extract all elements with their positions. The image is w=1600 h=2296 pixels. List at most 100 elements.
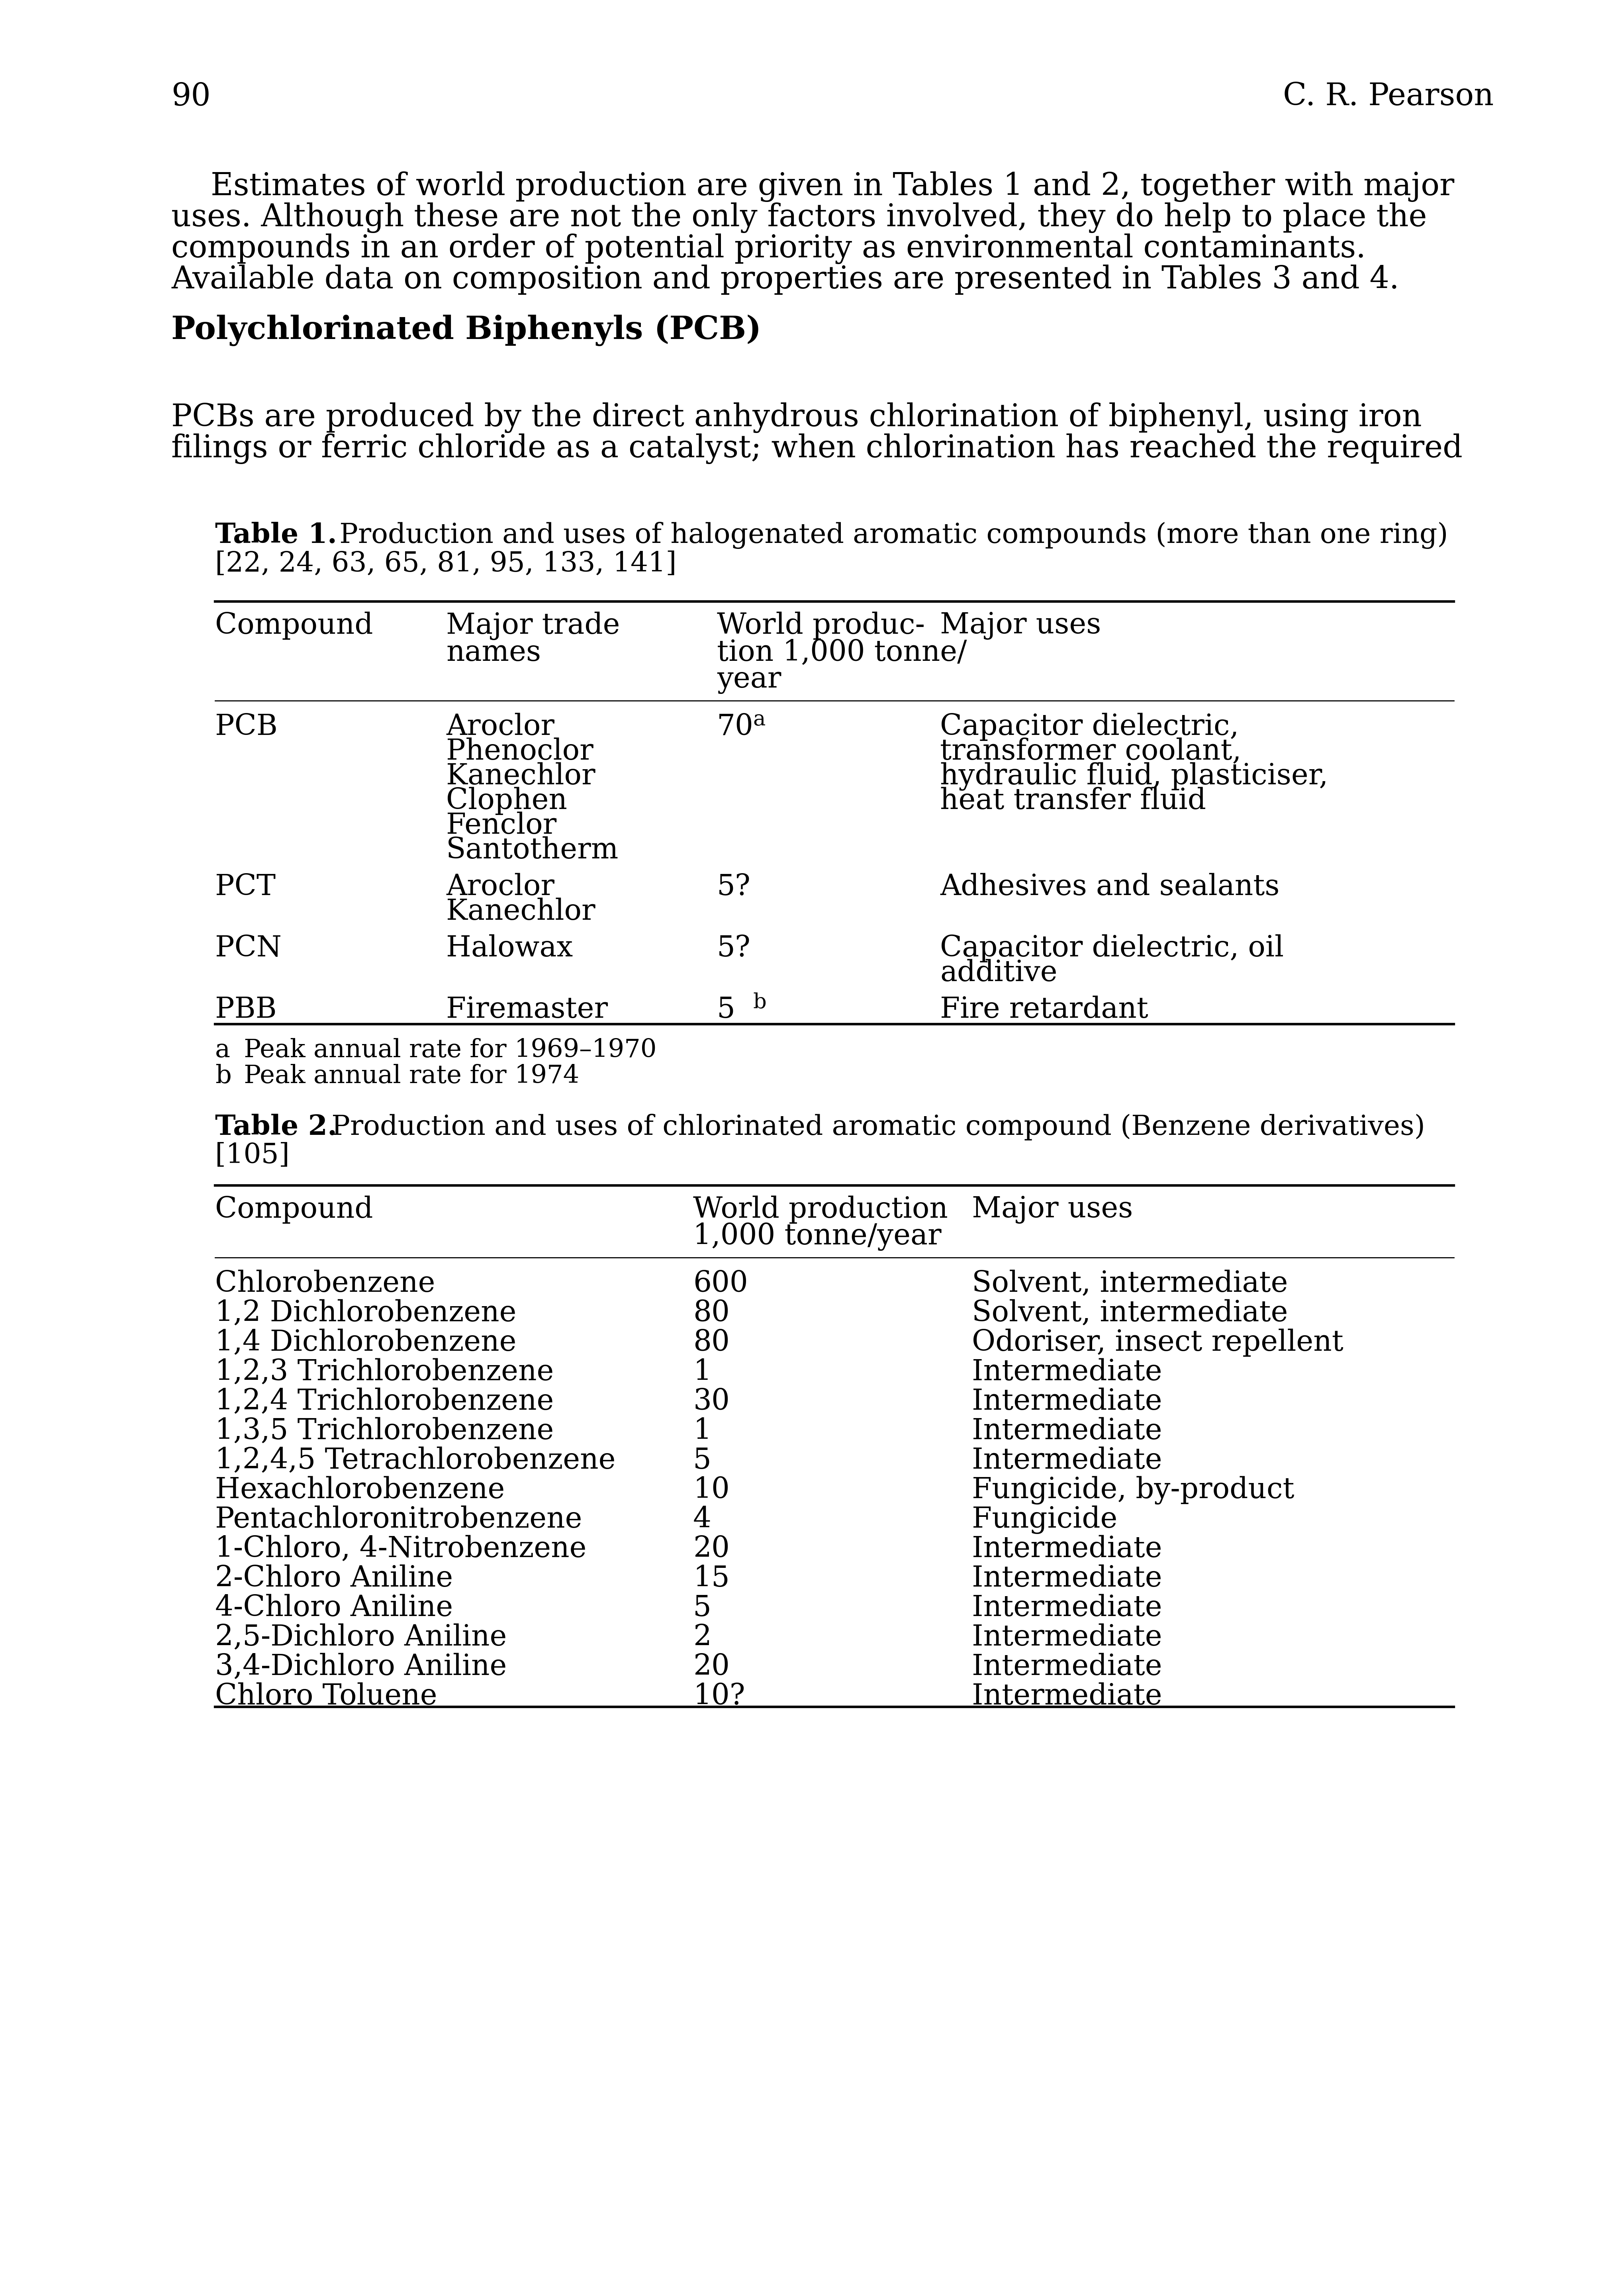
Text: 4-Chloro Aniline: 4-Chloro Aniline (214, 1593, 453, 1621)
Text: Chlorobenzene: Chlorobenzene (214, 1270, 435, 1297)
Text: 70: 70 (717, 712, 754, 742)
Text: Intermediate: Intermediate (971, 1534, 1162, 1564)
Text: Kanechlor: Kanechlor (446, 898, 595, 925)
Text: a: a (754, 709, 765, 730)
Text: Available data on composition and properties are presented in Tables 3 and 4.: Available data on composition and proper… (171, 264, 1398, 294)
Text: 1: 1 (693, 1357, 712, 1387)
Text: Aroclor: Aroclor (446, 872, 555, 900)
Text: Intermediate: Intermediate (971, 1683, 1162, 1711)
Text: Peak annual rate for 1974: Peak annual rate for 1974 (235, 1063, 579, 1088)
Text: Aroclor: Aroclor (446, 712, 555, 742)
Text: Intermediate: Intermediate (971, 1446, 1162, 1474)
Text: 20: 20 (693, 1653, 730, 1681)
Text: Estimates of world production are given in Tables 1 and 2, together with major: Estimates of world production are given … (171, 172, 1454, 202)
Text: uses. Although these are not the only factors involved, they do help to place th: uses. Although these are not the only fa… (171, 202, 1427, 232)
Text: PCN: PCN (214, 934, 282, 962)
Text: Odoriser, insect repellent: Odoriser, insect repellent (971, 1329, 1344, 1357)
Text: 4: 4 (693, 1506, 712, 1534)
Text: Fenclor: Fenclor (446, 810, 557, 840)
Text: 2: 2 (693, 1623, 712, 1651)
Text: compounds in an order of potential priority as environmental contaminants.: compounds in an order of potential prior… (171, 234, 1366, 264)
Text: Halowax: Halowax (446, 934, 573, 962)
Text: 1: 1 (693, 1417, 712, 1444)
Text: Table 2.: Table 2. (214, 1114, 338, 1141)
Text: PCB: PCB (214, 712, 277, 742)
Text: tion 1,000 tonne/: tion 1,000 tonne/ (717, 638, 966, 666)
Text: 5: 5 (693, 1446, 712, 1474)
Text: Pentachloronitrobenzene: Pentachloronitrobenzene (214, 1506, 582, 1534)
Text: filings or ferric chloride as a catalyst; when chlorination has reached the requ: filings or ferric chloride as a catalyst… (171, 434, 1462, 464)
Text: Major uses: Major uses (941, 611, 1101, 641)
Text: Chloro Toluene: Chloro Toluene (214, 1683, 437, 1711)
Text: year: year (717, 666, 781, 693)
Text: 30: 30 (693, 1387, 730, 1417)
Text: 1,2,3 Trichlorobenzene: 1,2,3 Trichlorobenzene (214, 1357, 554, 1387)
Text: Fungicide: Fungicide (971, 1506, 1117, 1534)
Text: Compound: Compound (214, 611, 373, 641)
Text: Table 1.: Table 1. (214, 521, 338, 549)
Text: Compound: Compound (214, 1196, 373, 1224)
Text: 3,4-Dichloro Aniline: 3,4-Dichloro Aniline (214, 1653, 507, 1681)
Text: Capacitor dielectric, oil: Capacitor dielectric, oil (941, 934, 1283, 962)
Text: World produc-: World produc- (717, 611, 925, 641)
Text: Hexachlorobenzene: Hexachlorobenzene (214, 1476, 506, 1504)
Text: Intermediate: Intermediate (971, 1593, 1162, 1621)
Text: Fungicide, by-product: Fungicide, by-product (971, 1476, 1294, 1504)
Text: 5?: 5? (717, 872, 750, 900)
Text: 5: 5 (717, 996, 736, 1024)
Text: 90: 90 (171, 80, 211, 113)
Text: hydraulic fluid, plasticiser,: hydraulic fluid, plasticiser, (941, 762, 1328, 790)
Text: 10: 10 (693, 1476, 730, 1504)
Text: Production and uses of halogenated aromatic compounds (more than one ring): Production and uses of halogenated aroma… (331, 521, 1448, 549)
Text: a: a (214, 1038, 230, 1063)
Text: 10?: 10? (693, 1683, 746, 1711)
Text: 1,2,4 Trichlorobenzene: 1,2,4 Trichlorobenzene (214, 1387, 554, 1417)
Text: World production: World production (693, 1196, 947, 1224)
Text: 5: 5 (693, 1593, 712, 1621)
Text: Intermediate: Intermediate (971, 1653, 1162, 1681)
Text: Firemaster: Firemaster (446, 996, 608, 1024)
Text: Intermediate: Intermediate (971, 1387, 1162, 1417)
Text: 1,4 Dichlorobenzene: 1,4 Dichlorobenzene (214, 1329, 517, 1357)
Text: b: b (214, 1063, 232, 1088)
Text: [105]: [105] (214, 1143, 290, 1169)
Text: 20: 20 (693, 1534, 730, 1564)
Text: 80: 80 (693, 1329, 730, 1357)
Text: Adhesives and sealants: Adhesives and sealants (941, 872, 1280, 900)
Text: 1-Chloro, 4-Nitrobenzene: 1-Chloro, 4-Nitrobenzene (214, 1534, 587, 1564)
Text: 1,2,4,5 Tetrachlorobenzene: 1,2,4,5 Tetrachlorobenzene (214, 1446, 616, 1474)
Text: additive: additive (941, 960, 1058, 987)
Text: C. R. Pearson: C. R. Pearson (1283, 80, 1494, 113)
Text: b: b (754, 992, 766, 1013)
Text: PBB: PBB (214, 996, 277, 1024)
Text: Major uses: Major uses (971, 1196, 1133, 1224)
Text: 2,5-Dichloro Aniline: 2,5-Dichloro Aniline (214, 1623, 507, 1651)
Text: Clophen: Clophen (446, 788, 566, 815)
Text: Fire retardant: Fire retardant (941, 996, 1149, 1024)
Text: Polychlorinated Biphenyls (PCB): Polychlorinated Biphenyls (PCB) (171, 315, 762, 347)
Text: Kanechlor: Kanechlor (446, 762, 595, 790)
Text: Major trade: Major trade (446, 611, 619, 641)
Text: 80: 80 (693, 1300, 730, 1327)
Text: Solvent, intermediate: Solvent, intermediate (971, 1300, 1288, 1327)
Text: Phenoclor: Phenoclor (446, 737, 594, 765)
Text: transformer coolant,: transformer coolant, (941, 737, 1242, 765)
Text: Intermediate: Intermediate (971, 1623, 1162, 1651)
Text: 1,000 tonne/year: 1,000 tonne/year (693, 1221, 941, 1251)
Text: 5?: 5? (717, 934, 750, 962)
Text: 600: 600 (693, 1270, 747, 1297)
Text: 2-Chloro Aniline: 2-Chloro Aniline (214, 1564, 453, 1593)
Text: heat transfer fluid: heat transfer fluid (941, 788, 1206, 815)
Text: PCBs are produced by the direct anhydrous chlorination of biphenyl, using iron: PCBs are produced by the direct anhydrou… (171, 402, 1422, 434)
Text: 1,3,5 Trichlorobenzene: 1,3,5 Trichlorobenzene (214, 1417, 554, 1444)
Text: Intermediate: Intermediate (971, 1417, 1162, 1444)
Text: names: names (446, 638, 541, 666)
Text: PCT: PCT (214, 872, 275, 900)
Text: [22, 24, 63, 65, 81, 95, 133, 141]: [22, 24, 63, 65, 81, 95, 133, 141] (214, 551, 677, 576)
Text: Peak annual rate for 1969–1970: Peak annual rate for 1969–1970 (235, 1038, 656, 1063)
Text: Intermediate: Intermediate (971, 1357, 1162, 1387)
Text: 15: 15 (693, 1564, 730, 1593)
Text: Capacitor dielectric,: Capacitor dielectric, (941, 712, 1238, 742)
Text: Intermediate: Intermediate (971, 1564, 1162, 1593)
Text: 1,2 Dichlorobenzene: 1,2 Dichlorobenzene (214, 1300, 517, 1327)
